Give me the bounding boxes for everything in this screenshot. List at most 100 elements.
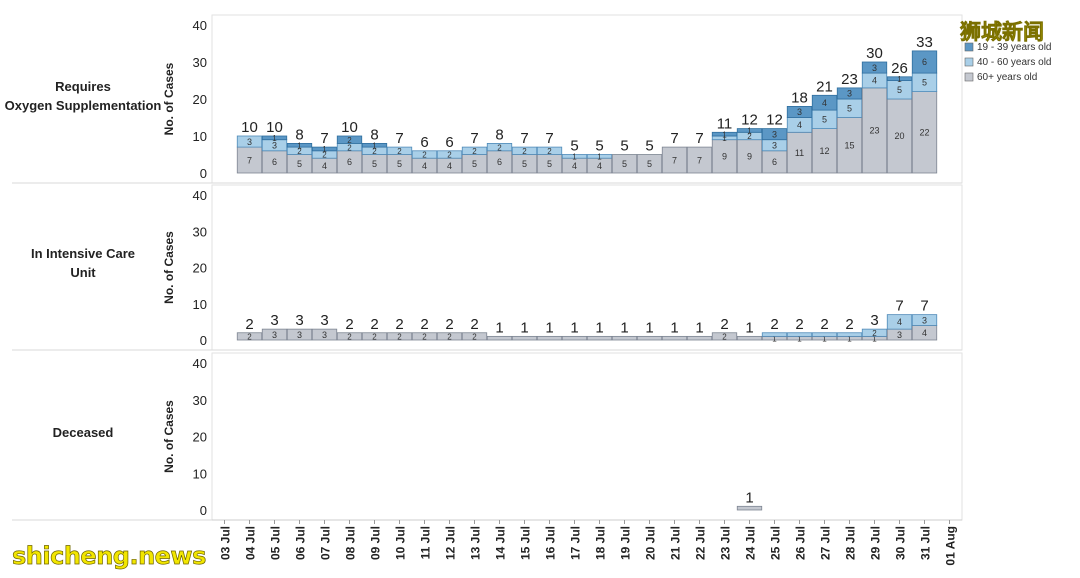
- segment-label: 1: [772, 334, 777, 343]
- segment-label: 2: [347, 136, 352, 145]
- bar-segment-23-jul-s0: [711, 332, 738, 341]
- segment-label: 9: [747, 152, 752, 162]
- total-label: 1: [570, 319, 578, 336]
- bar-segment-31-jul-s1: [911, 314, 938, 326]
- segment-label: 5: [547, 159, 552, 169]
- bar-segment-27-jul-s1: [811, 332, 838, 337]
- bar-segment-29-jul-s0: [861, 87, 888, 174]
- x-tick-label: 05 Jul: [269, 526, 283, 560]
- total-label: 8: [495, 126, 503, 143]
- x-tick-label: 13 Jul: [469, 526, 483, 560]
- x-tick-label: 06 Jul: [294, 526, 308, 560]
- bar-segment-31-jul-s2: [911, 50, 938, 74]
- segment-label: 2: [447, 333, 452, 342]
- bar-segment-23-jul-s0: [711, 139, 738, 174]
- x-tick-label: 24 Jul: [744, 526, 758, 560]
- y-tick-label: 10: [193, 129, 207, 144]
- y-tick-label: 10: [193, 466, 207, 481]
- panel-title-line-2: Unit: [70, 265, 96, 280]
- bar-segment-20-jul-s0: [636, 154, 663, 174]
- total-label: 7: [320, 130, 328, 147]
- total-label: 23: [841, 71, 858, 88]
- bar-segment-19-jul-s0: [611, 335, 638, 341]
- x-tick-label: 11 Jul: [419, 526, 433, 559]
- bar-segment-23-jul-s2: [711, 131, 738, 137]
- bar-segment-08-jul-s2: [336, 135, 363, 144]
- bar-segment-07-jul-s0: [311, 328, 338, 341]
- legend-label-1: 40 - 60 years old: [977, 57, 1052, 68]
- x-tick-label: 16 Jul: [544, 526, 558, 560]
- segment-label: 4: [872, 76, 877, 86]
- bar-segment-22-jul-s0: [686, 335, 713, 341]
- segment-label: 12: [819, 146, 829, 156]
- bar-segment-13-jul-s1: [461, 146, 488, 155]
- panel-title: Deceased: [53, 425, 114, 440]
- segment-label: 6: [772, 157, 777, 167]
- segment-label: 6: [272, 157, 277, 167]
- segment-label: 3: [897, 330, 902, 340]
- bar-segment-30-jul-s1: [886, 314, 913, 330]
- total-label: 1: [495, 319, 503, 336]
- segment-label: 5: [372, 159, 377, 169]
- segment-label: 2: [872, 329, 877, 338]
- total-label: 30: [866, 45, 883, 62]
- bar-segment-05-jul-s0: [261, 328, 288, 341]
- y-tick-label: 30: [193, 55, 207, 70]
- segment-label: 5: [897, 85, 902, 95]
- bar-segment-04-jul-s0: [236, 146, 263, 174]
- bar-segment-22-jul-s0: [686, 146, 713, 174]
- total-label: 1: [520, 319, 528, 336]
- total-label: 1: [620, 319, 628, 336]
- panel-frame: [211, 352, 963, 521]
- bar-segment-10-jul-s1: [386, 146, 413, 155]
- segment-label: 3: [772, 129, 777, 139]
- bar-segment-24-jul-s0: [736, 505, 763, 511]
- y-tick-label: 10: [193, 297, 207, 312]
- bar-segment-14-jul-s1: [486, 142, 513, 152]
- total-label: 6: [445, 134, 453, 151]
- total-label: 3: [295, 312, 303, 329]
- segment-label: 4: [797, 120, 802, 130]
- total-label: 8: [370, 126, 378, 143]
- total-label: 5: [620, 138, 628, 155]
- total-label: 2: [820, 316, 828, 333]
- segment-label: 20: [894, 131, 904, 141]
- bar-segment-24-jul-s0: [736, 139, 763, 174]
- bar-segment-12-jul-s1: [436, 150, 463, 159]
- bar-segment-16-jul-s1: [536, 146, 563, 155]
- total-label: 6: [420, 134, 428, 151]
- x-tick-label: 22 Jul: [694, 526, 708, 560]
- bar-segment-06-jul-s0: [286, 328, 313, 341]
- y-tick-label: 30: [193, 224, 207, 239]
- segment-label: 2: [722, 333, 727, 342]
- total-label: 5: [645, 138, 653, 155]
- watermark-bottom: shicheng.news: [12, 542, 207, 571]
- legend-swatch-0: [964, 42, 974, 52]
- total-label: 7: [670, 130, 678, 147]
- total-label: 26: [891, 60, 908, 77]
- bar-segment-05-jul-s2: [261, 135, 288, 141]
- y-axis-label: No. of Cases: [162, 62, 176, 135]
- total-label: 2: [720, 316, 728, 333]
- total-label: 2: [795, 316, 803, 333]
- total-label: 33: [916, 34, 933, 51]
- segment-label: 3: [272, 140, 277, 150]
- total-label: 2: [395, 316, 403, 333]
- x-tick-label: 23 Jul: [719, 526, 733, 560]
- segment-label: 3: [872, 63, 877, 73]
- panel-3: Deceased No. of Cases 0 10 20 30 40 1: [12, 352, 963, 521]
- segment-label: 23: [869, 126, 879, 136]
- segment-label: 3: [272, 330, 277, 340]
- total-label: 2: [845, 316, 853, 333]
- bar-segment-08-jul-s0: [336, 332, 363, 341]
- bar-segment-10-jul-s0: [386, 332, 413, 341]
- y-tick-label: 20: [193, 92, 207, 107]
- total-label: 3: [320, 312, 328, 329]
- x-tick-label: 09 Jul: [369, 526, 383, 560]
- x-tick-label: 08 Jul: [344, 526, 358, 560]
- total-label: 2: [345, 316, 353, 333]
- segment-label: 2: [297, 147, 302, 156]
- total-label: 21: [816, 78, 833, 95]
- y-axis-label: No. of Cases: [162, 400, 176, 473]
